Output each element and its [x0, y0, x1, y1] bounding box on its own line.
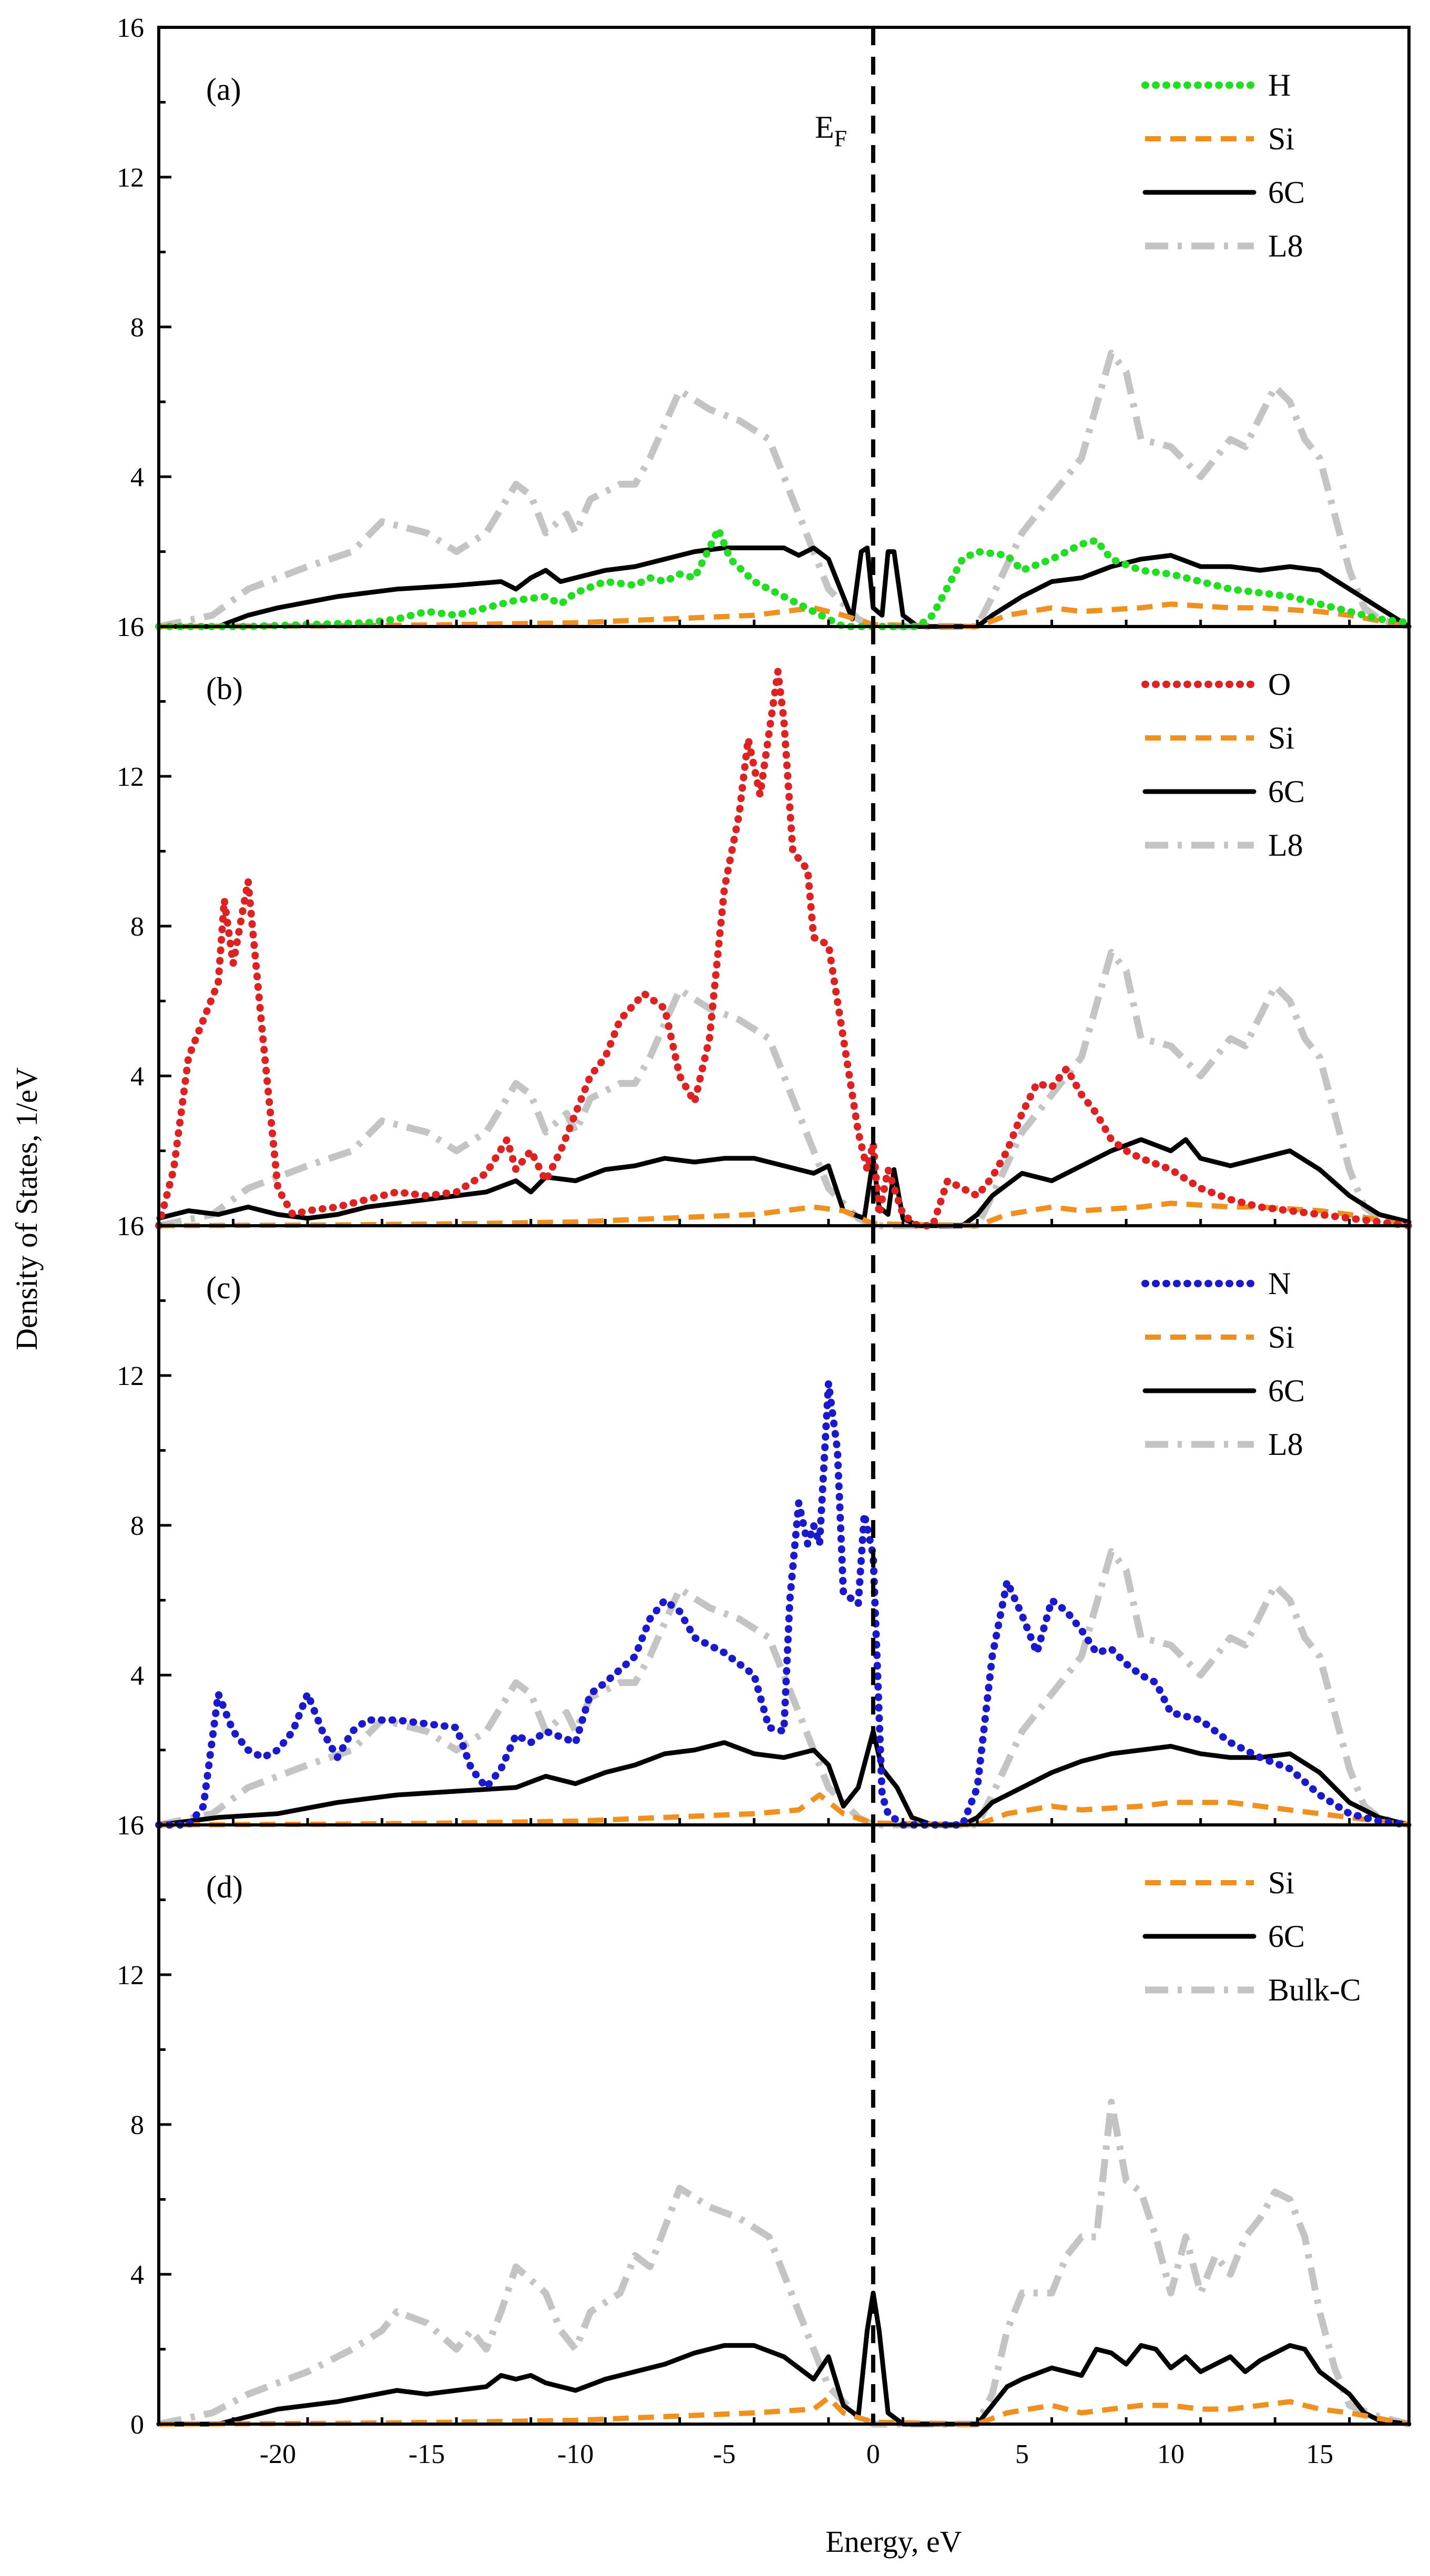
panel-b: 16 4 8 12 16 (b) O Si 6C L8	[117, 612, 1413, 1241]
panel-label: (c)	[206, 1270, 241, 1305]
legend-label-l8: L8	[1268, 229, 1303, 263]
series-line-l8	[158, 350, 1410, 630]
y-tick-label: 8	[130, 1511, 144, 1541]
series-line-o	[155, 668, 1413, 1229]
fermi-level-label-main: E	[815, 110, 834, 145]
y-tick-label: 16	[117, 1811, 144, 1841]
legend-label-h: H	[1268, 68, 1291, 102]
legend-label-si: Si	[1268, 1320, 1294, 1354]
x-tick-label: -10	[557, 2439, 594, 2469]
y-tick-label: 8	[130, 2110, 144, 2140]
legend-label-n: N	[1268, 1266, 1291, 1301]
x-axis-title: Energy, eV	[825, 2524, 962, 2559]
series-line-h	[155, 525, 1413, 630]
panel-label: (d)	[206, 1870, 243, 1904]
panel-label: (a)	[206, 72, 241, 107]
legend-label-si: Si	[1268, 121, 1294, 156]
common-axes: Density of States, 1/eV Energy, eV EF	[9, 110, 962, 2559]
y-axis-title: Density of States, 1/eV	[9, 1068, 44, 1350]
legend-label-6c: 6C	[1268, 774, 1305, 809]
y-tick-label: 16	[117, 612, 144, 642]
fermi-level-label-subscript: F	[834, 126, 847, 151]
panel-c: 16 4 8 12 16 (c) N Si 6C L8	[117, 1212, 1413, 1841]
panel-a: 16 4 8 12 16 (a) H Si 6C L8	[117, 13, 1413, 642]
legend: H Si 6C L8	[1141, 68, 1305, 263]
y-tick-label: 4	[130, 463, 144, 492]
legend-label-o: O	[1268, 667, 1291, 702]
x-tick-label: 10	[1157, 2439, 1184, 2469]
panel-label: (b)	[206, 671, 243, 706]
x-tick-label: -15	[408, 2439, 445, 2469]
x-tick-label: 5	[1015, 2439, 1029, 2469]
y-tick-label: 8	[130, 912, 144, 942]
legend-label-6c: 6C	[1268, 175, 1305, 210]
legend: N Si 6C L8	[1141, 1266, 1305, 1462]
x-tick-label: 15	[1306, 2439, 1333, 2469]
series-line-si	[158, 601, 1409, 629]
panel-d: 0 4 8 12 16 (d) Si 6C Bulk-C	[117, 1811, 1412, 2440]
x-tick-label: -5	[713, 2439, 736, 2469]
series-line-n	[155, 1379, 1413, 1829]
legend-label-l8: L8	[1268, 828, 1303, 863]
y-tick-label: 16	[117, 1811, 144, 1841]
x-tick-labels: -20 -15 -10 -5 0 5 10 15	[260, 2439, 1333, 2469]
y-tick-label: 4	[130, 2260, 144, 2290]
legend-label-l8: L8	[1268, 1427, 1303, 1462]
series-line-si	[158, 1200, 1409, 1228]
y-tick-label: 16	[117, 1212, 144, 1241]
legend-label-6c: 6C	[1268, 1373, 1305, 1408]
series-line-6c	[156, 2291, 1412, 2427]
legend-label-si: Si	[1268, 721, 1294, 755]
x-tick-label: 0	[866, 2439, 880, 2469]
legend-label-bulk-c: Bulk-C	[1268, 1973, 1361, 2007]
series-line-si	[158, 1792, 1409, 1828]
fermi-level-label: EF	[815, 110, 847, 151]
legend-label-si: Si	[1268, 1865, 1294, 1900]
y-tick-label: 12	[117, 762, 144, 792]
y-tick-label: 16	[117, 13, 144, 43]
y-tick-label: 4	[130, 1062, 144, 1092]
legend: Si 6C Bulk-C	[1142, 1865, 1361, 2007]
y-tick-label: 16	[117, 1212, 144, 1241]
y-tick-label: 12	[117, 1961, 144, 1990]
series-line-si	[158, 2395, 1409, 2427]
y-tick-label: 12	[117, 163, 144, 193]
y-tick-label: 16	[117, 612, 144, 642]
y-tick-label: 12	[117, 1361, 144, 1391]
legend-label-6c: 6C	[1268, 1919, 1305, 1954]
y-tick-label: 8	[130, 313, 144, 343]
legend: O Si 6C L8	[1141, 667, 1305, 863]
y-tick-label: 0	[130, 2410, 144, 2440]
y-tick-label: 4	[130, 1661, 144, 1691]
x-tick-label: -20	[260, 2439, 296, 2469]
